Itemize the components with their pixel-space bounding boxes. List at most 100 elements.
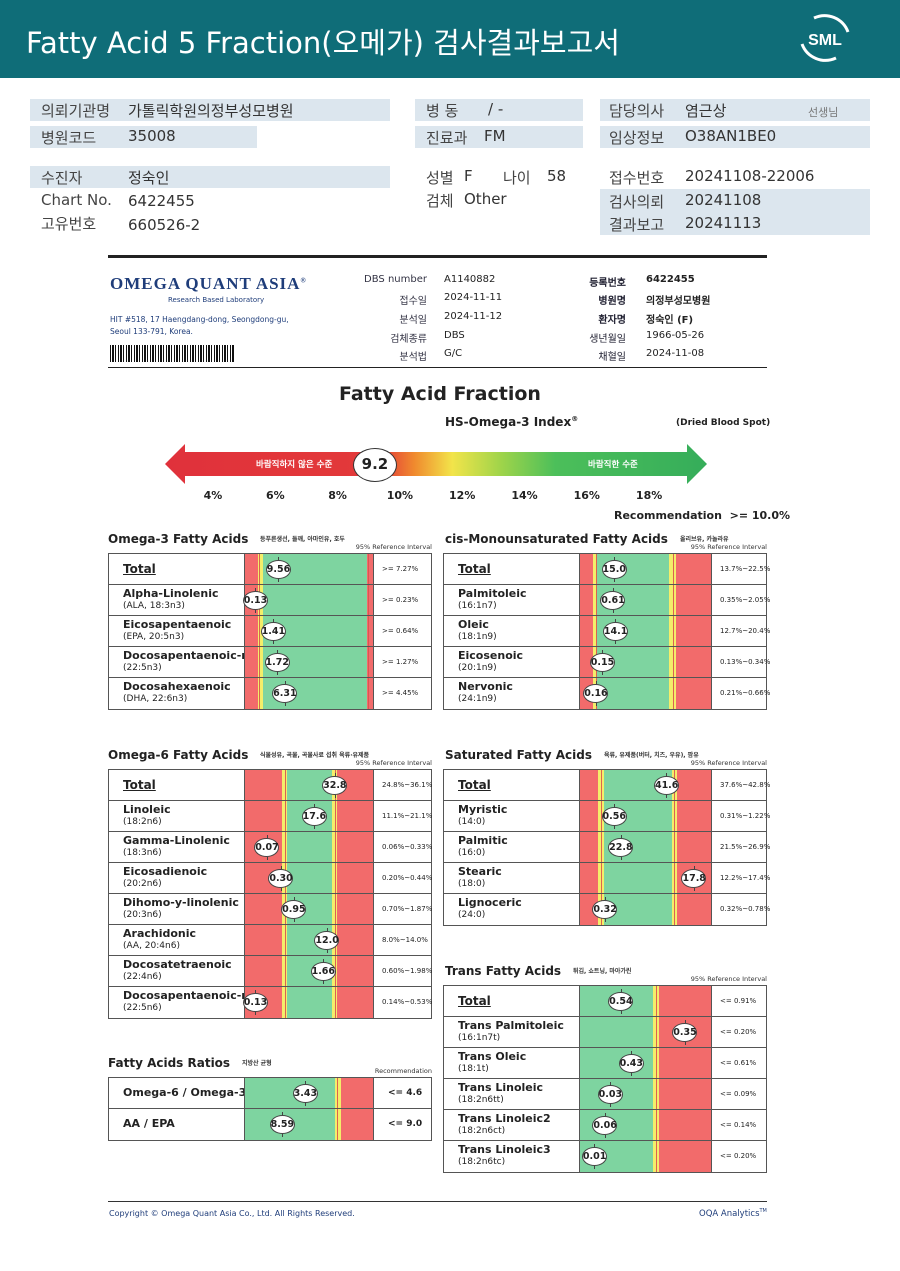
- bar-zone-red: [366, 554, 373, 584]
- result-marker: 0.61: [600, 588, 626, 613]
- total-row: Total 32.8 24.8%~36.1%: [109, 770, 432, 801]
- result-marker: 1.72: [264, 650, 290, 675]
- fatty-acid-name: Trans Oleic: [458, 1050, 527, 1063]
- result-bar: 0.16: [579, 678, 711, 709]
- fatty-acid-name: Total: [123, 562, 156, 576]
- reference-line: [334, 801, 336, 831]
- bar-zone-green: [287, 863, 333, 893]
- bar-zone-yellow: [332, 987, 338, 1018]
- reference-line: [334, 863, 336, 893]
- fatty-acid-name: Trans Linoleic3: [458, 1143, 551, 1156]
- reference-interval: 0.06%~0.33%: [373, 832, 432, 863]
- reference-interval: <= 0.20%: [711, 1017, 766, 1048]
- fatty-acid-name: Eicosapentaenoic: [123, 618, 232, 631]
- reference-line: [367, 616, 369, 646]
- section-table: Omega-6 / Omega-3 3.43 <= 4.6 AA / EPA 8.59 <…: [108, 1077, 432, 1141]
- result-bar: 6.31: [244, 678, 373, 709]
- bar-zone-yellow: [669, 554, 676, 584]
- fatty-acid-code: (AA, 20:4n6): [123, 941, 180, 951]
- bar-zone-green: [597, 678, 670, 709]
- meta-hospital-value: 의정부성모병원: [646, 296, 711, 307]
- result-bar: 3.43: [244, 1078, 373, 1108]
- index-tick-label: 8%: [328, 489, 347, 502]
- sml-logo: SML: [800, 14, 850, 62]
- lab-address-1: HIT #518, 17 Haengdang-dong, Seongdong-g…: [110, 315, 289, 324]
- result-marker: 0.06: [592, 1113, 618, 1138]
- bar-zone-red: [676, 894, 711, 925]
- hospital-code-value: 35008: [128, 127, 176, 145]
- reference-line: [367, 647, 369, 677]
- table-row: Trans Linoleic3 (18:2n6tc) 0.01 <= 0.20%: [444, 1141, 766, 1172]
- result-marker: 41.6: [653, 773, 679, 798]
- lab-top-rule: [108, 255, 767, 258]
- reference-line: [284, 987, 286, 1018]
- total-row: Total 41.6 37.6%~42.8%: [444, 770, 770, 801]
- bar-zone-green: [287, 987, 333, 1018]
- bar-zone-yellow: [332, 863, 338, 893]
- fatty-acid-name: Gamma-Linolenic: [123, 834, 230, 847]
- section-subtitle: 식물성유, 곡물, 곡물사료 섭취 육류·유제품: [260, 752, 370, 759]
- fatty-acid-name: AA / EPA: [123, 1117, 175, 1130]
- result-marker: 0.56: [601, 804, 627, 829]
- fatty-acid-name: Palmitoleic: [458, 587, 527, 600]
- bar-zone-red: [580, 616, 594, 646]
- meta-reg-label: 등록번호: [589, 278, 626, 289]
- result-bar: 8.59: [244, 1109, 373, 1140]
- omega-index-ticks: 4% 6% 8% 10% 12% 14% 16% 18%: [0, 489, 900, 505]
- bar-zone-yellow: [598, 863, 604, 893]
- doctor-suffix: 선생님: [808, 106, 839, 119]
- reference-line: [674, 863, 676, 893]
- section-table: Total 41.6 37.6%~42.8% Myristic (14:0) 0.56 0.…: [443, 769, 770, 926]
- reference-interval: >= 0.23%: [373, 585, 431, 616]
- result-bar: 22.8: [579, 832, 711, 862]
- bar-zone-red: [580, 770, 599, 800]
- fatty-acid-code: (18:1n9): [458, 632, 497, 642]
- section-subtitle: 지방산 균형: [242, 1060, 272, 1067]
- section-subtitle: 올리브유, 카놀라유: [680, 536, 729, 543]
- result-bar: 17.6: [244, 801, 373, 831]
- reference-line: [655, 1110, 657, 1140]
- footer-brand: OQA AnalyticsTM: [699, 1208, 767, 1219]
- result-bar: 12.0: [244, 925, 373, 955]
- reference-line: [674, 832, 676, 862]
- result-marker: 0.13: [242, 990, 268, 1015]
- result-marker: 1.66: [310, 959, 336, 984]
- table-row: Oleic (18:1n9) 14.1 12.7%~20.4%: [444, 616, 770, 647]
- fatty-acid-name: Docosapentaenoic-n6: [123, 989, 257, 1002]
- meta-receipt-label: 접수일: [399, 296, 427, 307]
- reference-line: [367, 678, 369, 709]
- reference-interval: <= 0.61%: [711, 1048, 766, 1079]
- reference-line: [600, 832, 602, 862]
- lab-logo: Omega Quant Asia®: [110, 274, 307, 293]
- fatty-acid-name: Docosatetraenoic: [123, 958, 232, 971]
- bar-zone-red: [676, 770, 711, 800]
- reference-line: [284, 832, 286, 862]
- result-marker: 0.43: [618, 1051, 644, 1076]
- reference-interval: 12.2%~17.4%: [711, 863, 770, 894]
- fatty-acid-code: (18:3n6): [123, 848, 162, 858]
- bar-zone-yellow: [598, 770, 604, 800]
- reference-line: [334, 894, 336, 924]
- bar-zone-yellow: [282, 832, 288, 862]
- result-marker: 12.0: [314, 928, 340, 953]
- index-tick-label: 12%: [449, 489, 476, 502]
- bar-zone-red: [337, 987, 373, 1018]
- reference-line: [655, 1017, 657, 1047]
- fatty-acid-name: Eicosenoic: [458, 649, 524, 662]
- clinical-label: 임상정보: [609, 129, 665, 147]
- bar-zone-red: [337, 832, 373, 862]
- result-bar: 17.8: [579, 863, 711, 893]
- reference-line: [655, 1048, 657, 1078]
- fatty-acid-code: (18:0): [458, 879, 486, 889]
- reference-interval: 0.20%~0.44%: [373, 863, 432, 894]
- bar-zone-red: [675, 647, 711, 677]
- age-value: 58: [547, 167, 567, 185]
- total-row: Total 15.0 13.7%~22.5%: [444, 554, 770, 585]
- result-marker: 0.54: [608, 989, 634, 1014]
- bar-zone-red: [245, 554, 258, 584]
- reference-interval-label: 95% Reference Interval: [690, 975, 767, 983]
- reference-interval: >= 7.27%: [373, 554, 431, 585]
- reference-interval: <= 0.09%: [711, 1079, 766, 1110]
- omega-index-arrow: 바람직하지 않은 수준 바람직한 수준: [165, 444, 707, 484]
- fatty-acid-name: Lignoceric: [458, 896, 522, 909]
